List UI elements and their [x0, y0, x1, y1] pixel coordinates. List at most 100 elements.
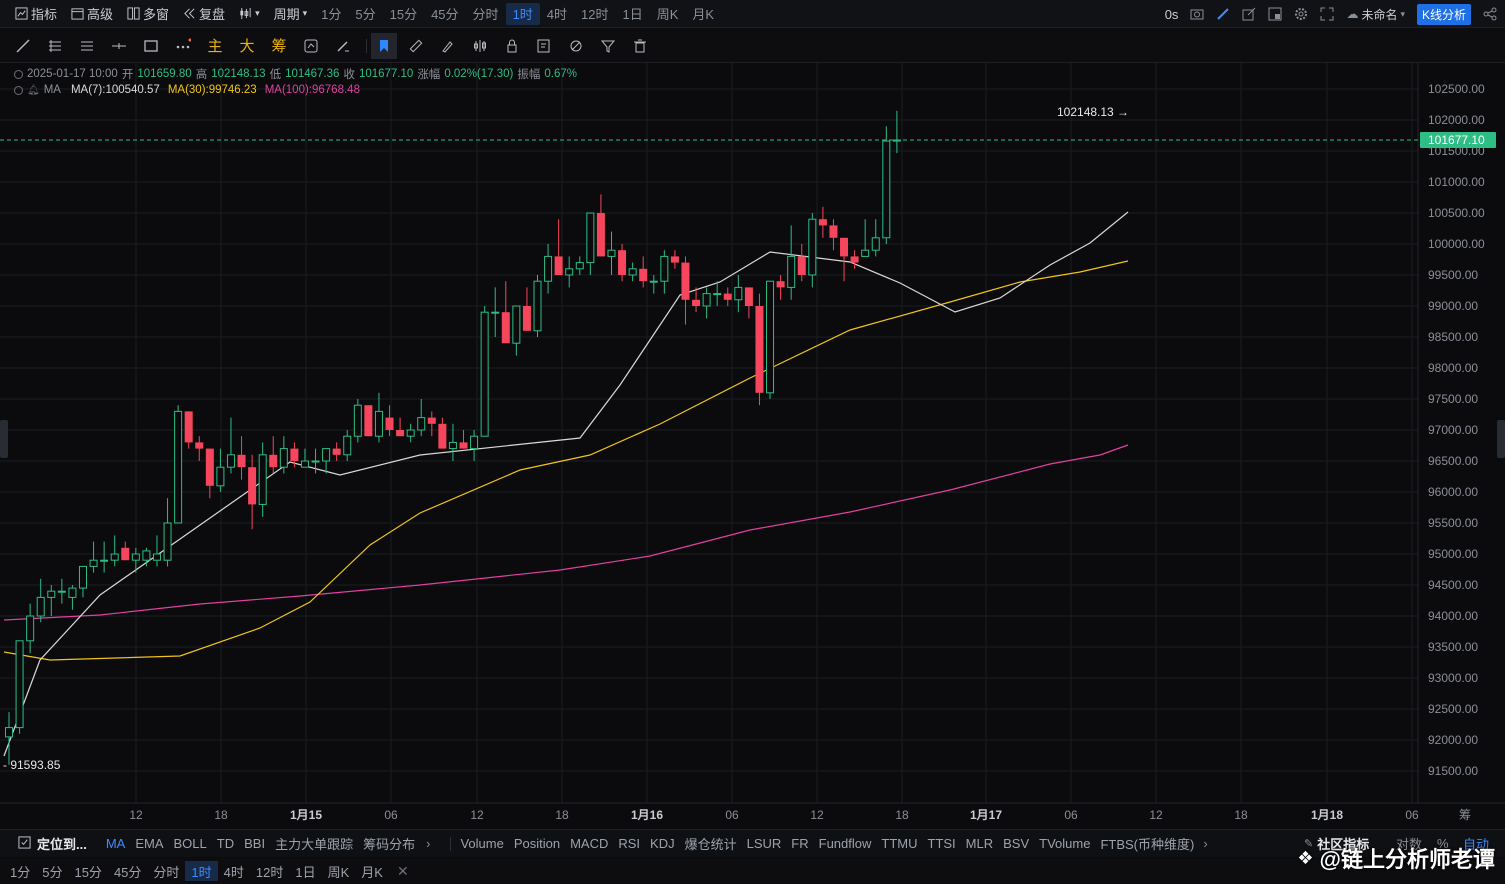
- eraser-draw-icon[interactable]: [330, 33, 356, 59]
- chip-tool[interactable]: 筹: [271, 38, 287, 55]
- rectangle-icon[interactable]: [138, 33, 164, 59]
- bottom-period-timeshare[interactable]: 分时: [153, 864, 180, 880]
- fullscreen-icon[interactable]: [1320, 7, 1334, 21]
- bottom-period-month[interactable]: 月K: [361, 864, 383, 880]
- note-icon[interactable]: [531, 33, 557, 59]
- collapse-icon[interactable]: [14, 69, 23, 79]
- log-scale-toggle[interactable]: 对数: [1396, 837, 1423, 852]
- period-1h[interactable]: 1时: [505, 2, 540, 25]
- indicator-mlr[interactable]: MLR: [965, 836, 994, 851]
- horizontal-lines-icon[interactable]: [74, 33, 100, 59]
- ruler-icon[interactable]: [403, 33, 429, 59]
- template-icon[interactable]: [1268, 7, 1282, 21]
- chevron-right-icon[interactable]: ›: [1203, 836, 1208, 851]
- period-1d[interactable]: 1日: [622, 7, 643, 22]
- period-5m[interactable]: 5分: [355, 7, 376, 22]
- candle-body: [374, 410, 383, 437]
- community-indicators[interactable]: ✎ 社区指标: [1304, 834, 1369, 853]
- period-15m[interactable]: 15分: [389, 7, 418, 22]
- left-drag-handle[interactable]: [0, 420, 8, 458]
- bottom-period-1m[interactable]: 1分: [10, 864, 31, 880]
- sync-icon[interactable]: [298, 33, 324, 59]
- filter-icon[interactable]: [595, 33, 621, 59]
- indicator-chip[interactable]: 筹码分布: [363, 837, 416, 852]
- chart-type-button[interactable]: ▾: [232, 3, 267, 25]
- brush-icon[interactable]: [435, 33, 461, 59]
- advanced-button[interactable]: 高级: [64, 3, 120, 25]
- period-4h[interactable]: 4时: [546, 7, 568, 22]
- indicator-ttsi[interactable]: TTSI: [927, 836, 956, 851]
- bottom-period-5m[interactable]: 5分: [42, 864, 63, 880]
- locate-button[interactable]: 定位到...: [37, 837, 87, 852]
- bottom-period-45m[interactable]: 45分: [113, 864, 142, 880]
- camera-icon[interactable]: [1190, 7, 1204, 21]
- magnet-icon[interactable]: [467, 33, 493, 59]
- price-axis[interactable]: 102500.00102000.00101500.00101000.001005…: [1428, 82, 1485, 778]
- bottom-period-1d[interactable]: 1日: [295, 864, 316, 880]
- time-axis[interactable]: 12 18 1月15 06 12 18 1月16 06 12 18 1月17 06 12 18 1月18 06…: [129, 808, 1471, 822]
- share-icon[interactable]: [1483, 7, 1497, 21]
- period-dropdown[interactable]: 周期 ▾: [267, 3, 315, 25]
- indicator-volume[interactable]: Volume: [460, 836, 504, 851]
- trendline-icon[interactable]: [10, 33, 36, 59]
- period-45m[interactable]: 45分: [431, 7, 459, 22]
- parallel-channel-icon[interactable]: [42, 33, 68, 59]
- period-month[interactable]: 月K: [692, 7, 715, 22]
- period-timeshare[interactable]: 分时: [472, 7, 499, 22]
- replay-button[interactable]: 复盘: [176, 3, 232, 25]
- big-order-tool[interactable]: 大: [239, 38, 255, 55]
- bell-icon[interactable]: 🔔︎: [27, 84, 40, 96]
- candlestick-chart[interactable]: 102500.00102000.00101500.00101000.001005…: [0, 63, 1505, 829]
- kline-analysis-button[interactable]: K线分析: [1416, 3, 1471, 25]
- bottom-period-12h[interactable]: 12时: [255, 864, 284, 880]
- cloud-layout-dropdown[interactable]: ☁ 未命名 ▾: [1346, 6, 1405, 23]
- period-12h[interactable]: 12时: [581, 7, 609, 22]
- collapse-icon[interactable]: [14, 85, 23, 95]
- percent-scale-toggle[interactable]: %: [1437, 836, 1449, 851]
- indicator-lsur[interactable]: LSUR: [746, 836, 782, 851]
- candle-down: [332, 442, 341, 461]
- horizontal-line-icon[interactable]: [106, 33, 132, 59]
- period-week[interactable]: 周K: [656, 7, 679, 22]
- bottom-period-1h[interactable]: 1时: [185, 861, 218, 881]
- indicator-ttmu[interactable]: TTMU: [881, 836, 918, 851]
- bottom-period-4h[interactable]: 4时: [223, 864, 244, 880]
- indicator-ema[interactable]: EMA: [135, 836, 164, 851]
- indicator-fr[interactable]: FR: [791, 836, 809, 851]
- indicator-main-force[interactable]: 主力大单跟踪: [275, 837, 354, 852]
- indicator-fundflow[interactable]: Fundflow: [818, 836, 872, 851]
- indicator-bbi[interactable]: BBI: [244, 836, 266, 851]
- bottom-period-week[interactable]: 周K: [327, 864, 350, 880]
- auto-scale-toggle[interactable]: 自动: [1463, 837, 1490, 852]
- indicator-ma[interactable]: MA: [105, 836, 126, 851]
- more-tools-icon[interactable]: [170, 33, 196, 59]
- close-icon[interactable]: ✕: [396, 862, 409, 879]
- visibility-icon[interactable]: [563, 33, 589, 59]
- bottom-period-15m[interactable]: 15分: [74, 864, 102, 880]
- candle-body: [544, 255, 553, 282]
- bookmark-icon[interactable]: [371, 32, 397, 59]
- rewind-icon: [184, 8, 195, 19]
- indicator-position[interactable]: Position: [513, 836, 561, 851]
- x-tick-label: 06: [725, 808, 739, 822]
- indicator-boll[interactable]: BOLL: [173, 836, 207, 851]
- indicator-bsv[interactable]: BSV: [1003, 836, 1030, 851]
- indicators-button[interactable]: 指标: [8, 3, 64, 25]
- indicator-td[interactable]: TD: [216, 836, 235, 851]
- indicator-ftbs[interactable]: FTBS(币种维度): [1100, 837, 1195, 852]
- trash-icon[interactable]: [627, 33, 653, 59]
- indicator-kdj[interactable]: KDJ: [650, 836, 675, 851]
- multi-window-button[interactable]: 多窗: [120, 3, 176, 25]
- right-drag-handle[interactable]: [1497, 420, 1505, 458]
- period-1m[interactable]: 1分: [321, 7, 342, 22]
- indicator-tvolume[interactable]: TVolume: [1039, 836, 1091, 851]
- indicator-rsi[interactable]: RSI: [618, 836, 641, 851]
- chevron-right-icon[interactable]: ›: [426, 836, 431, 851]
- indicator-liquidation[interactable]: 爆仓统计: [684, 837, 737, 852]
- lock-icon[interactable]: [499, 33, 525, 59]
- settings-icon[interactable]: [1294, 7, 1308, 21]
- indicator-macd[interactable]: MACD: [570, 836, 609, 851]
- pen-icon[interactable]: [1216, 7, 1230, 21]
- main-force-tool[interactable]: 主: [207, 38, 223, 55]
- popout-icon[interactable]: [1242, 7, 1256, 21]
